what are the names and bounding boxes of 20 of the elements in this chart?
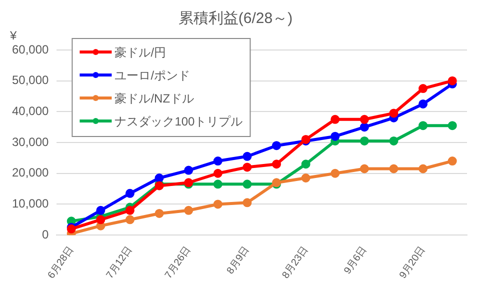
y-tick-label: 60,000 — [12, 42, 50, 56]
y-axis-title: ¥ — [9, 28, 17, 42]
x-tick-label: 8月23日 — [280, 244, 311, 281]
y-tick-label: 30,000 — [12, 134, 50, 149]
legend-label: 豪ドル/NZドル — [114, 91, 194, 106]
y-tick-label: 10,000 — [12, 196, 50, 211]
x-tick-label: 6月28日 — [46, 244, 76, 281]
x-tick-label: 9月20日 — [398, 244, 428, 281]
x-tick-label: 8月9日 — [225, 244, 252, 276]
legend-label: ユーロ/ポンド — [114, 68, 190, 82]
x-tick-label: 9月6日 — [342, 244, 370, 276]
y-tick-label: 0 — [42, 227, 50, 242]
legend-label: ナスダック100トリプル — [114, 114, 243, 128]
x-tick-label: 7月26日 — [163, 244, 194, 281]
y-tick-label: 40,000 — [12, 104, 50, 118]
x-tick-label: 7月12日 — [104, 244, 135, 281]
y-tick-label: 50,000 — [12, 73, 50, 88]
legend-label: 豪ドル/円 — [114, 45, 166, 60]
y-tick-label: 20,000 — [12, 166, 50, 180]
chart-title: 累積利益(6/28～) — [178, 10, 293, 28]
